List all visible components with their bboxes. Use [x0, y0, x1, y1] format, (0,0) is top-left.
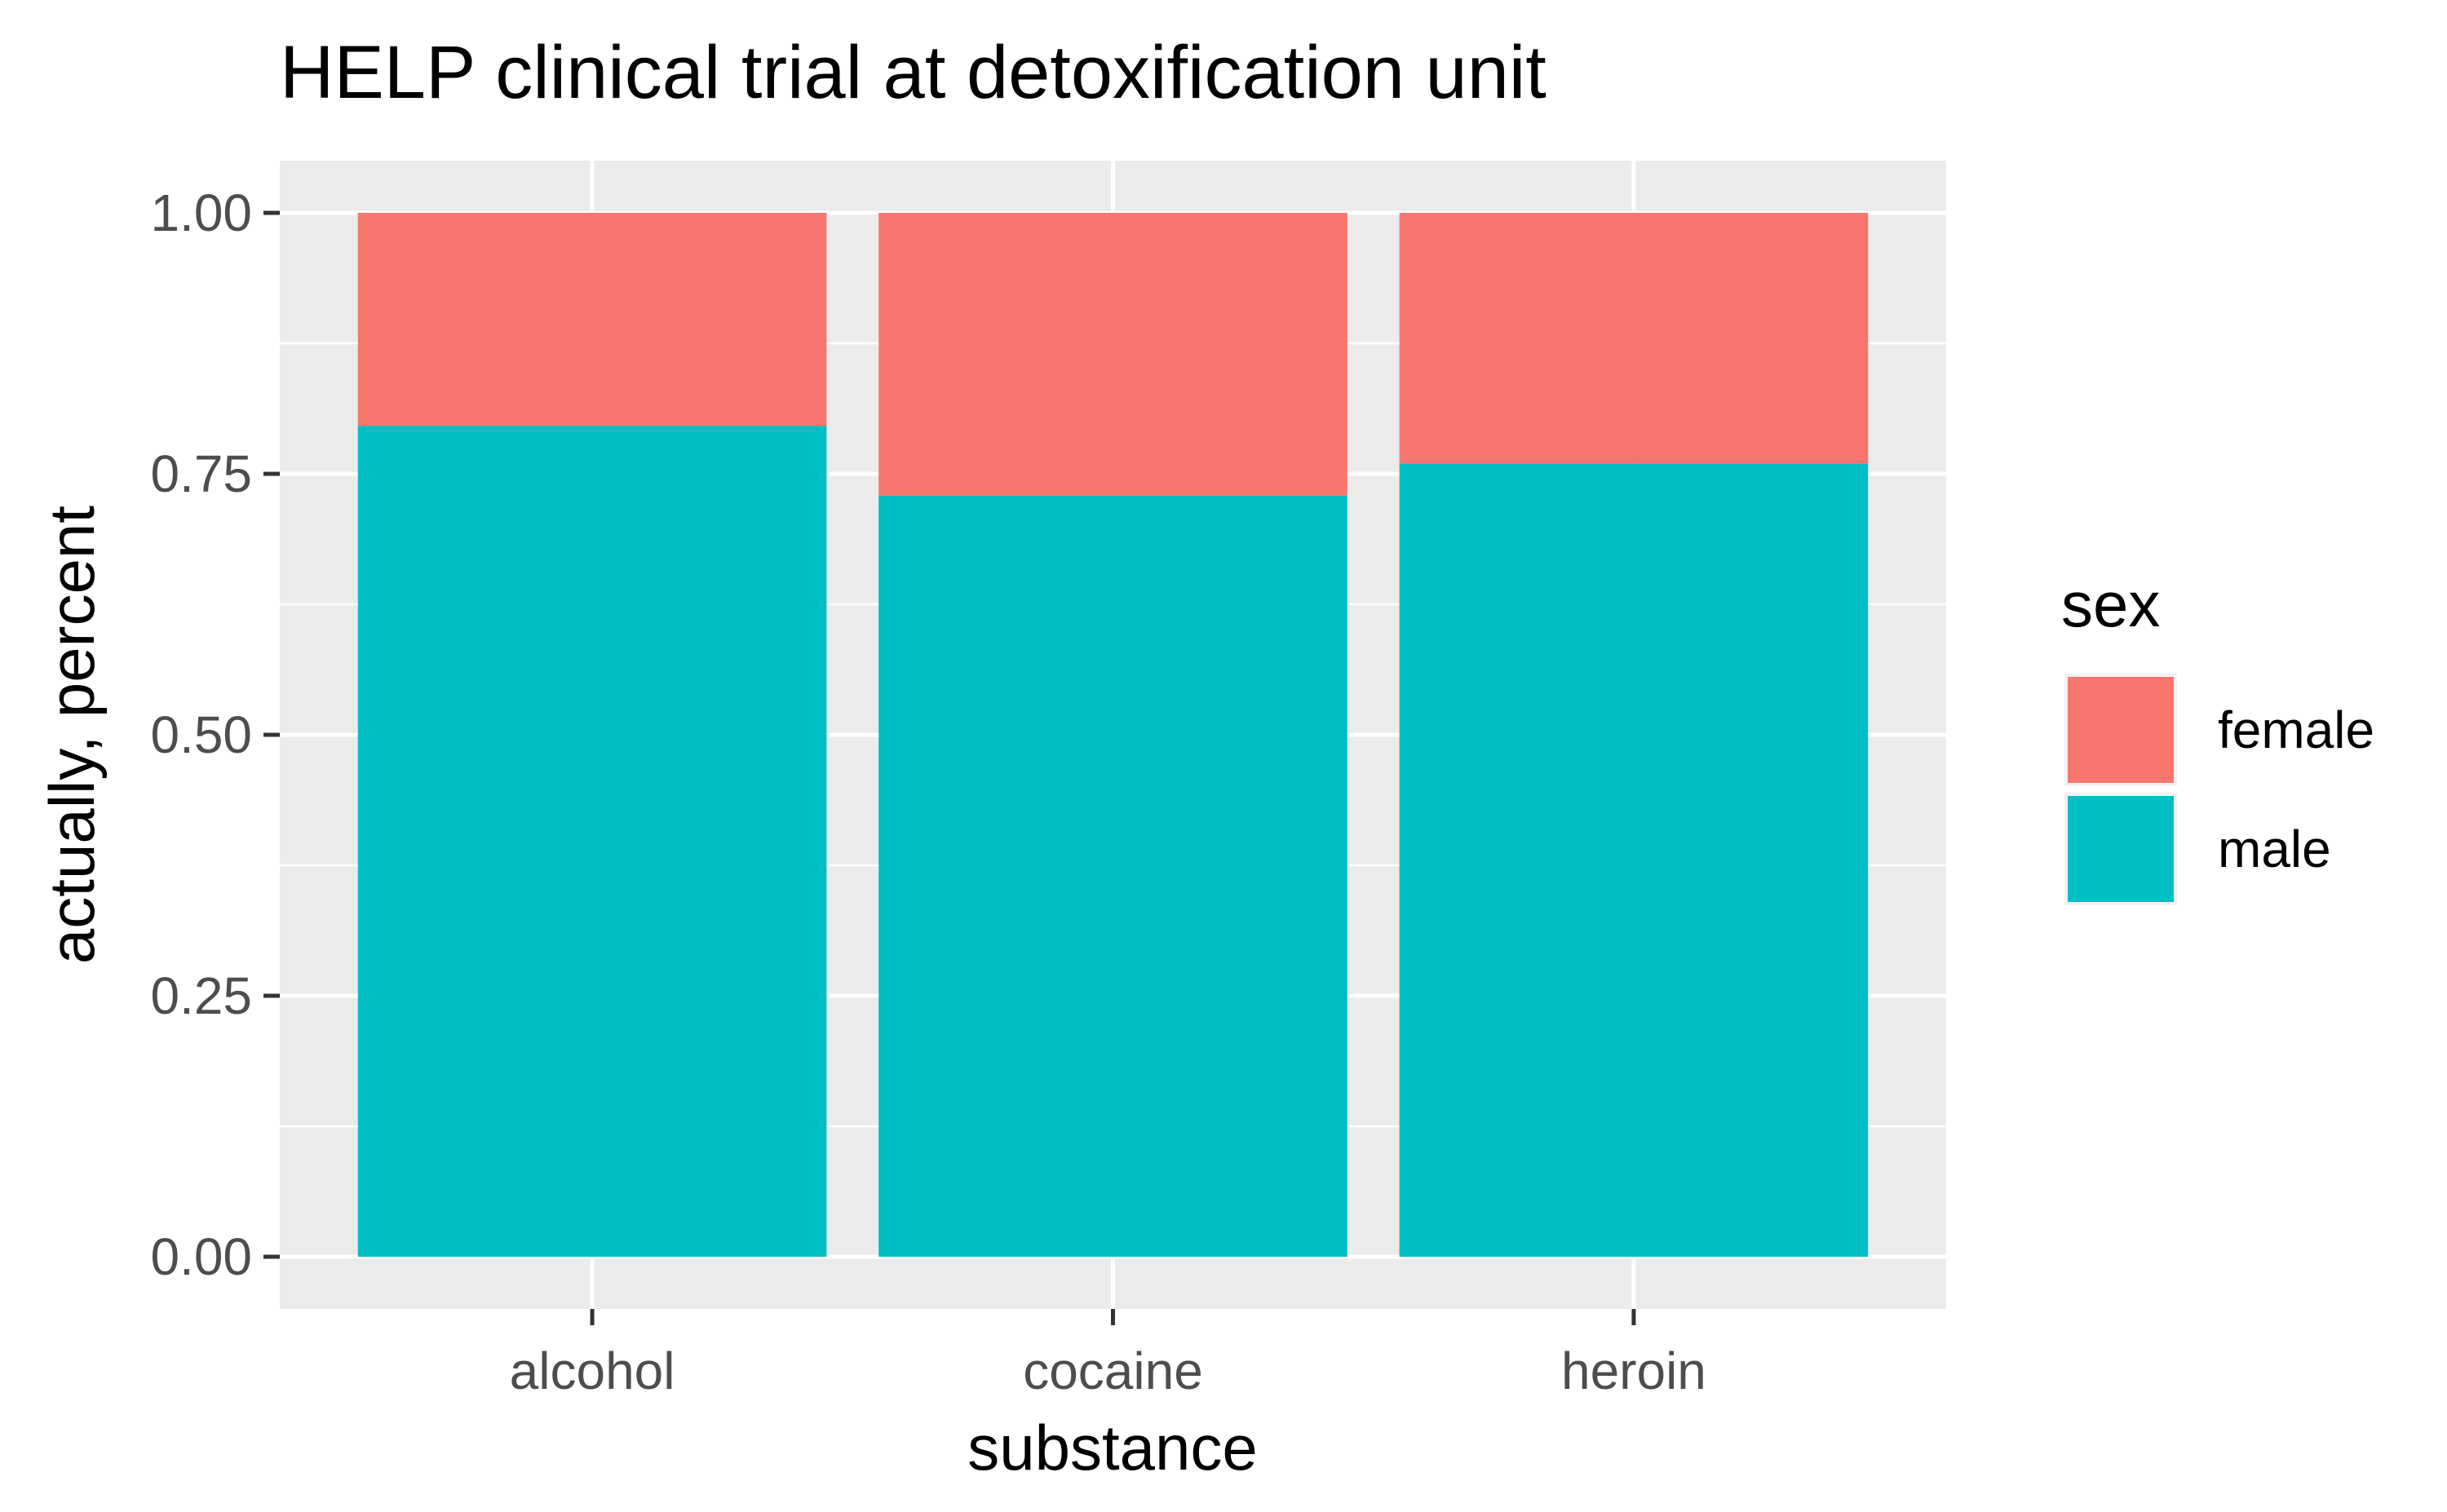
y-tick-label: 1.00	[150, 183, 252, 242]
bar-male-alcohol	[357, 426, 827, 1257]
legend-label-female: female	[2218, 701, 2374, 759]
x-tick-label: cocaine	[1023, 1342, 1203, 1400]
legend-label-male: male	[2218, 820, 2331, 878]
bar-female-alcohol	[357, 213, 827, 427]
bar-layer	[357, 213, 1869, 1257]
axis-layer: 0.00 0.25 0.50 0.75 1.00 alcohol cocaine heroin	[150, 183, 1706, 1400]
legend-items: female male	[2064, 674, 2374, 905]
legend: sex female male	[2061, 568, 2374, 905]
bar-female-heroin	[1399, 213, 1869, 464]
y-tick-label: 0.75	[150, 444, 252, 503]
y-tick-label: 0.50	[150, 705, 252, 764]
bar-female-cocaine	[878, 213, 1347, 496]
legend-title: sex	[2061, 568, 2160, 640]
bar-male-heroin	[1399, 463, 1869, 1257]
legend-key-female	[2064, 674, 2177, 786]
y-tick-label: 0.25	[150, 966, 252, 1025]
x-axis-title: substance	[967, 1412, 1258, 1483]
y-axis-title: actually, percent	[36, 506, 108, 965]
x-tick-label: alcohol	[510, 1342, 675, 1400]
legend-key-male	[2064, 793, 2177, 905]
x-tick-label: heroin	[1561, 1342, 1706, 1400]
bar-male-cocaine	[878, 495, 1347, 1257]
y-tick-label: 0.00	[150, 1227, 252, 1286]
chart-title: HELP clinical trial at detoxification un…	[280, 31, 1547, 114]
